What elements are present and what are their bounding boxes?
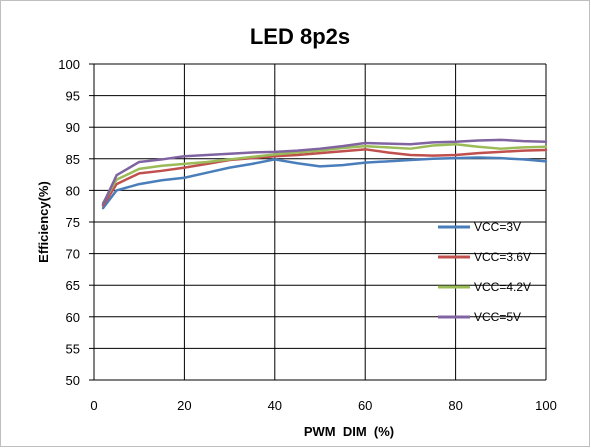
y-tick-label: 100 bbox=[58, 57, 80, 72]
y-tick-label: 60 bbox=[66, 310, 80, 325]
legend-label: VCC=3V bbox=[474, 220, 521, 234]
x-tick-label: 80 bbox=[448, 398, 462, 413]
data-series bbox=[101, 138, 548, 210]
y-tick-label: 85 bbox=[66, 152, 80, 167]
legend: VCC=3V VCC=3.6V VCC=4.2V VCC=5V bbox=[438, 220, 531, 324]
series-line-0 bbox=[101, 156, 548, 210]
x-tick-label: 0 bbox=[90, 398, 97, 413]
gridlines bbox=[93, 63, 547, 381]
series-line-2 bbox=[101, 143, 548, 205]
series-line-3 bbox=[101, 138, 548, 206]
y-tick-label: 70 bbox=[66, 247, 80, 262]
legend-label: VCC=3.6V bbox=[474, 250, 531, 264]
y-tick-label: 55 bbox=[66, 341, 80, 356]
x-tick-label: 40 bbox=[268, 398, 282, 413]
y-tick-label: 50 bbox=[66, 373, 80, 388]
y-axis-title: Efficiency(%) bbox=[36, 181, 51, 263]
legend-label: VCC=5V bbox=[474, 310, 521, 324]
x-tick-label: 60 bbox=[358, 398, 372, 413]
axes: 50 55 60 65 70 75 80 85 90 95 100 0 20 40 60 80 100 bbox=[58, 57, 557, 413]
y-tick-label: 65 bbox=[66, 278, 80, 293]
y-tick-label: 95 bbox=[66, 89, 80, 104]
series-line-1 bbox=[101, 148, 548, 207]
x-axis-title: PWM DIM (%) bbox=[304, 424, 394, 439]
x-tick-label: 100 bbox=[535, 398, 557, 413]
legend-label: VCC=4.2V bbox=[474, 280, 531, 294]
y-tick-label: 75 bbox=[66, 215, 80, 230]
x-tick-label: 20 bbox=[177, 398, 191, 413]
y-tick-label: 80 bbox=[66, 183, 80, 198]
y-tick-label: 90 bbox=[66, 120, 80, 135]
chart-title: LED 8p2s bbox=[250, 24, 350, 49]
